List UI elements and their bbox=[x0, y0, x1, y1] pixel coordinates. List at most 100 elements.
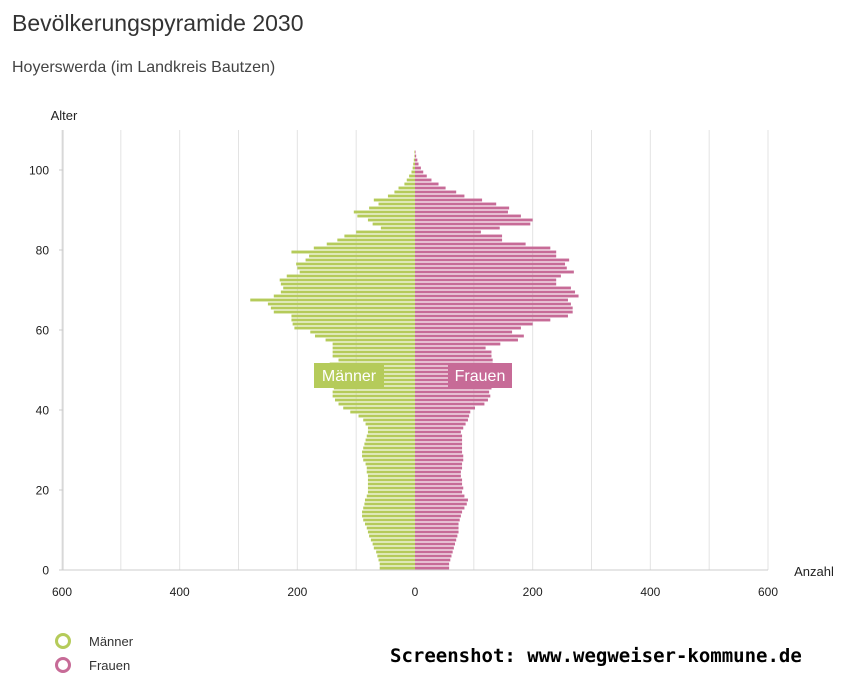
bar-maenner-age-39 bbox=[350, 410, 415, 414]
x-tick-label: 0 bbox=[412, 585, 419, 599]
y-tick-label: 60 bbox=[36, 324, 50, 338]
bar-maenner-age-68 bbox=[273, 294, 415, 298]
bar-maenner-age-98 bbox=[409, 174, 415, 178]
bar-maenner-age-72 bbox=[279, 278, 415, 282]
x-tick-label: 600 bbox=[52, 585, 72, 599]
bar-frauen-age-5 bbox=[415, 546, 454, 550]
bar-frauen-age-54 bbox=[415, 350, 492, 354]
bar-maenner-age-4 bbox=[376, 550, 415, 554]
bar-frauen-age-42 bbox=[415, 398, 488, 402]
bar-maenner-age-93 bbox=[387, 194, 415, 198]
bar-frauen-age-73 bbox=[415, 274, 561, 278]
bar-frauen-age-90 bbox=[415, 206, 510, 210]
page-subtitle: Hoyerswerda (im Landkreis Bautzen) bbox=[12, 59, 276, 76]
bar-maenner-age-79 bbox=[291, 250, 415, 254]
bar-maenner-age-11 bbox=[364, 522, 415, 526]
bar-frauen-age-27 bbox=[415, 458, 464, 462]
bar-frauen-age-36 bbox=[415, 422, 466, 426]
bar-maenner-age-32 bbox=[365, 438, 415, 442]
bar-maenner-age-0 bbox=[379, 566, 415, 570]
bar-maenner-age-90 bbox=[369, 206, 415, 210]
bar-frauen-age-88 bbox=[415, 214, 521, 218]
bar-frauen-age-97 bbox=[415, 178, 432, 182]
bar-maenner-age-83 bbox=[344, 234, 415, 238]
bar-maenner-age-57 bbox=[325, 338, 415, 342]
y-axis-label: Alter bbox=[51, 108, 78, 123]
bar-maenner-age-14 bbox=[362, 510, 415, 514]
bar-maenner-age-24 bbox=[366, 470, 415, 474]
bar-maenner-age-23 bbox=[367, 474, 415, 478]
bar-frauen-age-8 bbox=[415, 534, 458, 538]
y-tick-label: 40 bbox=[36, 404, 50, 418]
bar-maenner-age-29 bbox=[362, 450, 415, 454]
bar-frauen-age-6 bbox=[415, 542, 456, 546]
bar-maenner-age-6 bbox=[372, 542, 415, 546]
x-tick-label: 400 bbox=[640, 585, 660, 599]
bar-frauen-age-91 bbox=[415, 202, 497, 206]
bar-frauen-age-56 bbox=[415, 342, 501, 346]
bar-frauen-age-9 bbox=[415, 530, 459, 534]
bar-frauen-age-38 bbox=[415, 414, 470, 418]
bar-frauen-age-33 bbox=[415, 434, 463, 438]
bar-frauen-age-19 bbox=[415, 490, 463, 494]
bar-frauen-age-24 bbox=[415, 470, 461, 474]
bar-maenner-age-85 bbox=[380, 226, 415, 230]
bar-maenner-age-41 bbox=[338, 402, 415, 406]
bar-frauen-age-13 bbox=[415, 514, 461, 518]
bar-frauen-age-16 bbox=[415, 502, 467, 506]
y-tick-label: 0 bbox=[42, 564, 49, 578]
bar-frauen-age-82 bbox=[415, 238, 503, 242]
bars-maenner bbox=[250, 150, 415, 570]
bar-frauen-age-35 bbox=[415, 426, 464, 430]
bar-maenner-age-54 bbox=[332, 350, 415, 354]
population-pyramid-chart: 0 20 40 60 80 100 600 400 200 0 200 400 600 Alter A… bbox=[29, 108, 834, 599]
bar-frauen-age-12 bbox=[415, 518, 460, 522]
bar-frauen-age-78 bbox=[415, 254, 557, 258]
bar-frauen-age-21 bbox=[415, 482, 463, 486]
bar-frauen-age-93 bbox=[415, 194, 465, 198]
bar-maenner-age-5 bbox=[373, 546, 415, 550]
bar-maenner-age-8 bbox=[369, 534, 415, 538]
bar-maenner-age-31 bbox=[364, 442, 415, 446]
bar-frauen-age-7 bbox=[415, 538, 457, 542]
x-tick-label: 400 bbox=[170, 585, 190, 599]
bar-maenner-age-61 bbox=[292, 322, 415, 326]
bar-frauen-age-57 bbox=[415, 338, 518, 342]
bar-maenner-age-67 bbox=[250, 298, 415, 302]
y-tick-label: 80 bbox=[36, 244, 50, 258]
bar-frauen-age-96 bbox=[415, 182, 439, 186]
bar-frauen-age-65 bbox=[415, 306, 573, 310]
bar-frauen-age-72 bbox=[415, 278, 557, 282]
bar-frauen-age-103 bbox=[415, 154, 417, 158]
bar-frauen-age-30 bbox=[415, 446, 463, 450]
bar-frauen-age-104 bbox=[415, 150, 416, 154]
bar-maenner-age-97 bbox=[406, 178, 415, 182]
bar-maenner-age-86 bbox=[372, 222, 415, 226]
bar-maenner-age-33 bbox=[366, 434, 415, 438]
bar-maenner-age-30 bbox=[363, 446, 415, 450]
y-tick-labels: 0 20 40 60 80 100 bbox=[29, 164, 63, 578]
bar-maenner-age-77 bbox=[305, 258, 415, 262]
bar-frauen-age-20 bbox=[415, 486, 464, 490]
screenshot-credit: Screenshot: www.wegweiser-kommune.de bbox=[390, 645, 802, 667]
x-tick-label: 600 bbox=[758, 585, 778, 599]
bar-frauen-age-53 bbox=[415, 354, 492, 358]
bar-frauen-age-18 bbox=[415, 494, 465, 498]
legend-item-maenner[interactable]: Männer bbox=[55, 629, 133, 653]
legend-item-frauen[interactable]: Frauen bbox=[55, 653, 133, 677]
bar-maenner-age-96 bbox=[404, 182, 415, 186]
x-tick-label: 200 bbox=[287, 585, 307, 599]
bar-frauen-age-34 bbox=[415, 430, 461, 434]
legend-marker-frauen bbox=[55, 657, 71, 673]
bar-maenner-age-56 bbox=[332, 342, 415, 346]
bar-frauen-age-95 bbox=[415, 186, 446, 190]
bar-maenner-age-91 bbox=[378, 202, 415, 206]
bar-maenner-age-71 bbox=[280, 282, 415, 286]
bar-frauen-age-84 bbox=[415, 230, 481, 234]
bar-frauen-age-79 bbox=[415, 250, 557, 254]
y-tick-label: 100 bbox=[29, 164, 49, 178]
bar-maenner-age-43 bbox=[332, 394, 415, 398]
bar-maenner-age-55 bbox=[332, 346, 415, 350]
bar-maenner-age-70 bbox=[283, 286, 415, 290]
bar-frauen-age-17 bbox=[415, 498, 468, 502]
